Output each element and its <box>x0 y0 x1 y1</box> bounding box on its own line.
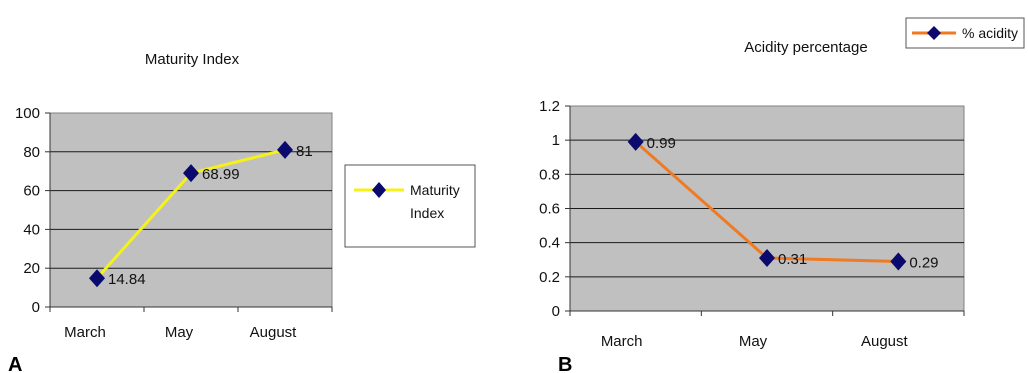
b-xtick-label: March <box>601 333 643 350</box>
b-ytick-label: 0.4 <box>539 235 560 252</box>
a-data-label: 68.99 <box>202 166 240 183</box>
a-data-point <box>183 164 199 183</box>
chart-acidity-percentage: Acidity percentage 0 0.2 0.4 0.6 0.8 1 1.2 Mar… <box>539 17 1025 373</box>
chart-a-x-axis: March May August <box>49 306 333 341</box>
b-data-point <box>759 249 775 268</box>
b-data-label: 0.29 <box>909 254 938 271</box>
panel-label-a: A <box>8 354 22 373</box>
chart-b-y-axis: 0 0.2 0.4 0.6 0.8 1 1.2 <box>539 98 571 320</box>
a-ytick-label: 60 <box>23 183 40 200</box>
chart-b-title: Acidity percentage <box>744 39 867 56</box>
chart-a-legend-box <box>344 164 476 248</box>
chart-a-legend-label-line2: Index <box>410 205 444 221</box>
chart-a-series: 14.84 68.99 81 <box>89 140 313 288</box>
a-data-label: 14.84 <box>108 271 146 288</box>
chart-b-legend: % acidity <box>905 17 1025 49</box>
b-xtick-label: May <box>739 333 768 350</box>
a-data-label: 81 <box>296 143 313 160</box>
chart-a-legend-label-line1: Maturity <box>410 182 460 198</box>
a-ytick-label: 20 <box>23 260 40 277</box>
a-data-point <box>277 140 293 159</box>
chart-a-gridlines <box>50 151 332 269</box>
b-data-label: 0.99 <box>647 135 676 152</box>
a-xtick-label: March <box>64 324 106 341</box>
b-ytick-label: 0.8 <box>539 166 560 183</box>
panel-label-b: B <box>558 354 572 373</box>
a-ytick-label: 100 <box>15 105 40 122</box>
chart-b-legend-label: % acidity <box>962 25 1018 41</box>
a-ytick-label: 0 <box>32 299 40 316</box>
chart-a-y-axis: 0 20 40 60 80 100 <box>15 105 51 316</box>
chart-a-legend-marker <box>372 182 386 198</box>
chart-a-title: Maturity Index <box>145 51 240 68</box>
b-data-point <box>890 252 907 271</box>
b-xtick-label: August <box>861 333 909 350</box>
chart-b-x-axis: March May August <box>569 310 965 350</box>
b-data-label: 0.31 <box>778 251 807 268</box>
a-xtick-label: August <box>250 324 298 341</box>
b-ytick-label: 0.2 <box>539 269 560 286</box>
chart-b-legend-marker <box>927 26 941 40</box>
chart-b-series: 0.99 0.31 0.29 <box>627 132 939 271</box>
b-data-point <box>627 132 644 151</box>
a-data-point <box>89 269 105 288</box>
a-ytick-label: 80 <box>23 144 40 161</box>
chart-a-legend: Maturity Index <box>344 164 476 248</box>
b-ytick-label: 1.2 <box>539 98 560 115</box>
a-xtick-label: May <box>165 324 194 341</box>
a-ytick-label: 40 <box>23 221 40 238</box>
b-ytick-label: 0.6 <box>539 201 560 218</box>
chart-maturity-index: Maturity Index 0 20 40 60 80 100 March May Augu… <box>8 51 476 373</box>
b-ytick-label: 1 <box>552 132 560 149</box>
b-ytick-label: 0 <box>552 303 560 320</box>
